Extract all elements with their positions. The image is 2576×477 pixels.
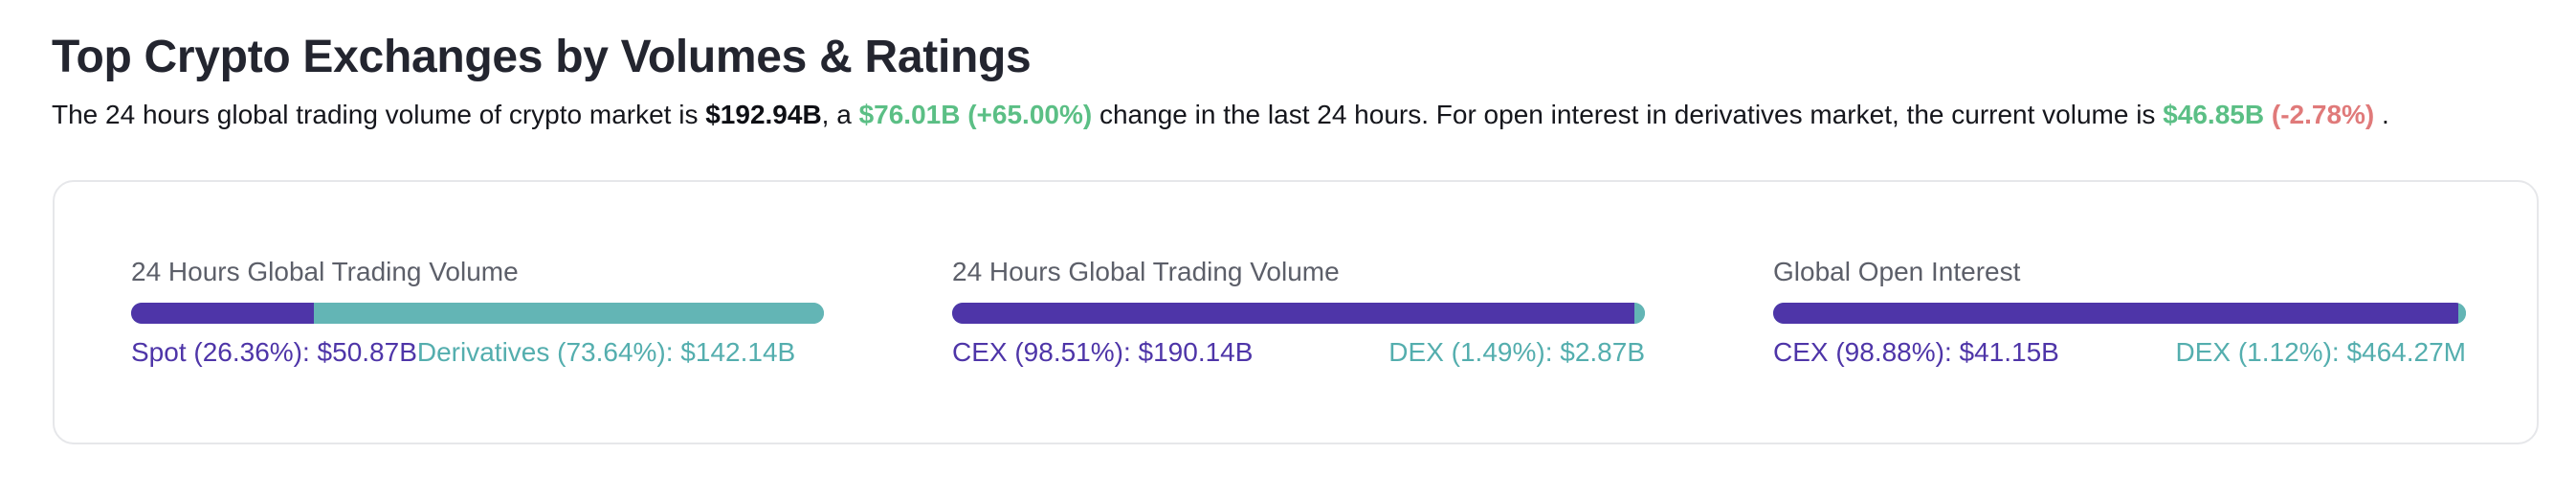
cex-dex-volume-bar — [952, 303, 1645, 324]
spot-share-segment — [131, 303, 314, 324]
open-interest-bar — [1773, 303, 2466, 324]
metric-label: 24 Hours Global Trading Volume — [952, 257, 1340, 286]
cex-legend: CEX (98.88%): $41.15B — [1773, 337, 2059, 367]
cex-dex-volume-metric: 24 Hours Global Trading Volume CEX (98.5… — [952, 255, 1645, 370]
metric-legend: CEX (98.88%): $41.15B DEX (1.12%): $464.… — [1773, 335, 2466, 370]
summary-separator: , a — [821, 100, 859, 129]
summary-end: . — [2374, 100, 2389, 129]
spot-legend: Spot (26.36%): $50.87B — [131, 337, 417, 367]
market-summary: The 24 hours global trading volume of cr… — [52, 96, 2389, 134]
open-interest-change-value: (-2.78%) — [2271, 100, 2375, 129]
metric-label: Global Open Interest — [1773, 257, 2021, 286]
summary-middle: change in the last 24 hours. For open in… — [1092, 100, 2164, 129]
cex-share-segment — [952, 303, 1635, 324]
spot-derivatives-bar — [131, 303, 824, 324]
total-volume-value: $192.94B — [705, 100, 822, 129]
volume-stats-card: 24 Hours Global Trading Volume Spot (26.… — [53, 180, 2539, 444]
metric-legend: Spot (26.36%): $50.87B Derivatives (73.6… — [131, 335, 824, 370]
dex-share-segment — [2457, 303, 2466, 324]
dex-legend: DEX (1.49%): $2.87B — [1388, 337, 1645, 367]
metric-label: 24 Hours Global Trading Volume — [131, 257, 519, 286]
open-interest-value: $46.85B — [2163, 100, 2265, 129]
cex-legend: CEX (98.51%): $190.14B — [952, 337, 1254, 367]
derivatives-legend: Derivatives (73.64%): $142.14B — [416, 337, 796, 367]
derivatives-share-segment — [313, 303, 824, 324]
summary-space — [2264, 100, 2272, 129]
dex-share-segment — [1634, 303, 1645, 324]
dex-legend: DEX (1.12%): $464.27M — [2175, 337, 2467, 367]
cex-share-segment — [1773, 303, 2458, 324]
spot-derivatives-volume-metric: 24 Hours Global Trading Volume Spot (26.… — [131, 255, 824, 370]
summary-intro: The 24 hours global trading volume of cr… — [52, 100, 706, 129]
open-interest-metric: Global Open Interest CEX (98.88%): $41.1… — [1773, 255, 2466, 370]
metric-legend: CEX (98.51%): $190.14B DEX (1.49%): $2.8… — [952, 335, 1645, 370]
volume-change-value: $76.01B (+65.00%) — [858, 100, 1093, 129]
page-title: Top Crypto Exchanges by Volumes & Rating… — [52, 32, 1032, 82]
